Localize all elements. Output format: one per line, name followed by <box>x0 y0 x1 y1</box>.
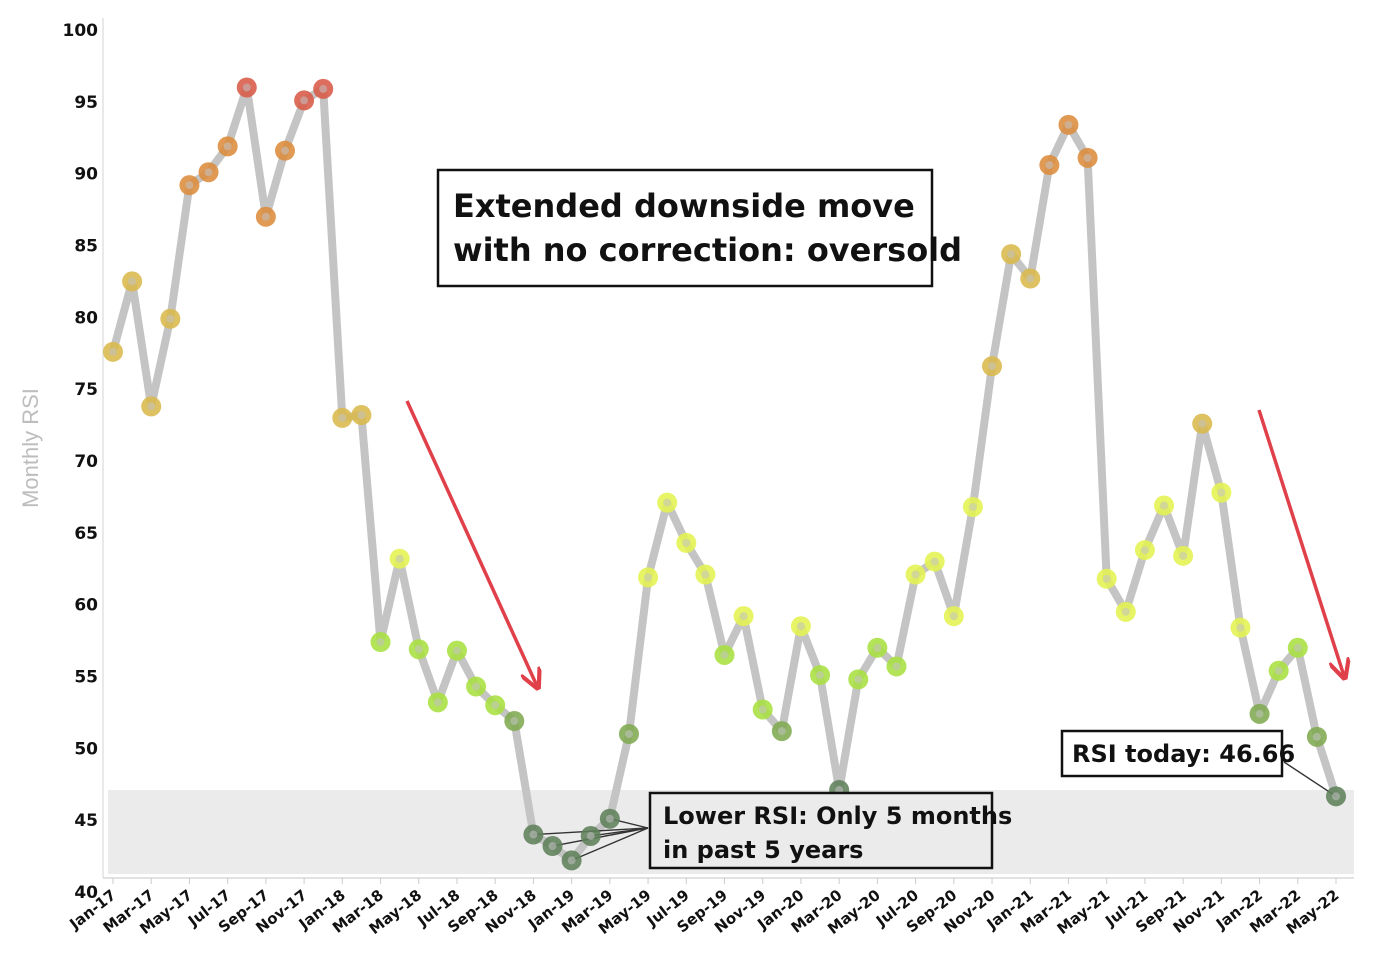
rsi-point-core <box>548 842 557 851</box>
oversold-annotation-line2: with no correction: oversold <box>453 231 962 269</box>
rsi-point-core <box>605 814 614 823</box>
y-tick-label: 55 <box>74 668 98 688</box>
rsi-point-core <box>567 856 576 865</box>
y-tick-label: 85 <box>74 237 98 257</box>
rsi-point-core <box>472 682 481 691</box>
rsi-point-core <box>1064 120 1073 129</box>
rsi-today-connector <box>1283 761 1337 797</box>
y-tick-label: 95 <box>74 93 98 113</box>
rsi-point-core <box>1274 666 1283 675</box>
rsi-point-core <box>1236 623 1245 632</box>
y-tick-label: 90 <box>74 165 98 185</box>
rsi-point-core <box>242 83 251 92</box>
x-tick-labels: Jan-17Mar-17May-17Jul-17Sep-17Nov-17Jan-… <box>65 878 1342 938</box>
rsi-point-core <box>491 701 500 710</box>
rsi-point-core <box>1102 574 1111 583</box>
lower-rsi-annotation-line1: Lower RSI: Only 5 months <box>663 802 1012 830</box>
rsi-point-core <box>319 84 328 93</box>
rsi-point-core <box>758 705 767 714</box>
rsi-point-core <box>1045 161 1054 170</box>
rsi-point-core <box>911 570 920 579</box>
rsi-point-core <box>739 612 748 621</box>
lower-rsi-annotation-line2: in past 5 years <box>663 836 863 864</box>
oversold-annotation-line1: Extended downside move <box>453 187 915 225</box>
rsi-point-core <box>1255 709 1264 718</box>
y-tick-labels: 40 45 50 55 60 65 70 75 80 85 90 95 100 <box>63 21 99 903</box>
rsi-point-core <box>1121 607 1130 616</box>
rsi-point-core <box>280 146 289 155</box>
y-tick-label: 65 <box>74 524 98 544</box>
lower-rsi-annotation: Lower RSI: Only 5 months in past 5 years <box>648 791 1012 870</box>
rsi-point-core <box>644 573 653 582</box>
rsi-point-core <box>949 612 958 621</box>
rsi-point-core <box>663 498 672 507</box>
rsi-point-core <box>1312 732 1321 741</box>
rsi-point-core <box>185 181 194 190</box>
y-tick-label: 80 <box>74 308 98 328</box>
rsi-point-core <box>777 727 786 736</box>
downtrend-arrow-2022 <box>1257 409 1344 676</box>
rsi-point-core <box>147 402 156 411</box>
rsi-point-core <box>204 168 213 177</box>
rsi-point-core <box>1007 250 1016 259</box>
rsi-point-core <box>357 411 366 420</box>
rsi-today-annotation: RSI today: 46.66 <box>1060 729 1295 778</box>
rsi-point-core <box>930 557 939 566</box>
rsi-point-core <box>109 347 117 356</box>
rsi-point-core <box>1332 792 1340 801</box>
rsi-point-core <box>854 675 863 684</box>
rsi-point-core <box>1160 501 1169 510</box>
rsi-point-core <box>682 538 691 547</box>
rsi-point-core <box>128 277 137 286</box>
rsi-point-core <box>1293 643 1302 652</box>
y-axis-label: Monthly RSI <box>18 388 43 508</box>
rsi-point-core <box>529 830 538 839</box>
y-tick-label: 70 <box>74 452 98 472</box>
rsi-point-core <box>624 729 633 738</box>
y-tick-label: 75 <box>74 380 98 400</box>
rsi-point-core <box>1083 153 1092 162</box>
rsi-point-core <box>892 662 901 671</box>
rsi-point-core <box>223 142 232 151</box>
oversold-annotation: Extended downside move with no correctio… <box>436 168 962 288</box>
y-tick-label: 40 <box>74 883 98 903</box>
rsi-point-core <box>261 212 270 221</box>
rsi-point-core <box>338 413 347 422</box>
rsi-point-core <box>414 645 423 654</box>
rsi-point-core <box>796 622 805 631</box>
rsi-point-core <box>1026 274 1035 283</box>
y-tick-label: 100 <box>63 21 99 41</box>
rsi-point-core <box>701 570 710 579</box>
y-tick-label: 50 <box>74 739 98 759</box>
y-tick-label: 45 <box>74 811 98 831</box>
rsi-point-core <box>1217 488 1226 497</box>
rsi-point-core <box>988 362 997 371</box>
rsi-markers <box>103 77 1346 871</box>
rsi-point-core <box>586 831 595 840</box>
downtrend-arrow-2018 <box>405 400 537 686</box>
rsi-point-core <box>395 554 404 563</box>
rsi-point-core <box>433 698 442 707</box>
rsi-point-core <box>166 314 175 323</box>
rsi-point-core <box>510 717 519 726</box>
rsi-today-label: RSI today: 46.66 <box>1072 740 1295 768</box>
rsi-point-core <box>452 646 461 655</box>
rsi-point-core <box>300 96 309 105</box>
rsi-point-core <box>816 671 825 680</box>
rsi-point-core <box>1140 546 1149 555</box>
rsi-point-core <box>1179 551 1188 560</box>
rsi-point-core <box>1198 419 1207 428</box>
rsi-point-core <box>968 502 977 511</box>
rsi-point-core <box>873 643 882 652</box>
rsi-point-core <box>720 650 729 659</box>
rsi-point-core <box>376 638 385 647</box>
lower-rsi-connector <box>571 827 649 862</box>
y-tick-label: 60 <box>74 596 98 616</box>
